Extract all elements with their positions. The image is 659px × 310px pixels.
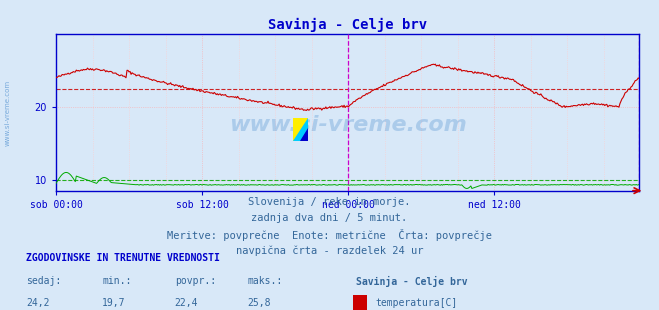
Text: www.si-vreme.com: www.si-vreme.com — [229, 115, 467, 135]
Text: Meritve: povprečne  Enote: metrične  Črta: povprečje: Meritve: povprečne Enote: metrične Črta:… — [167, 229, 492, 241]
Text: Savinja - Celje brv: Savinja - Celje brv — [356, 276, 467, 287]
Polygon shape — [300, 128, 308, 141]
Text: Slovenija / reke in morje.: Slovenija / reke in morje. — [248, 197, 411, 207]
Polygon shape — [293, 118, 308, 141]
Text: min.:: min.: — [102, 276, 132, 286]
Text: 22,4: 22,4 — [175, 298, 198, 308]
Text: navpična črta - razdelek 24 ur: navpična črta - razdelek 24 ur — [236, 245, 423, 256]
Text: ZGODOVINSKE IN TRENUTNE VREDNOSTI: ZGODOVINSKE IN TRENUTNE VREDNOSTI — [26, 253, 220, 263]
Text: 24,2: 24,2 — [26, 298, 50, 308]
Text: temperatura[C]: temperatura[C] — [376, 298, 458, 308]
Text: 25,8: 25,8 — [247, 298, 271, 308]
Text: zadnja dva dni / 5 minut.: zadnja dva dni / 5 minut. — [251, 213, 408, 223]
Title: Savinja - Celje brv: Savinja - Celje brv — [268, 17, 427, 32]
Text: www.si-vreme.com: www.si-vreme.com — [5, 80, 11, 146]
Text: 19,7: 19,7 — [102, 298, 126, 308]
Text: sedaj:: sedaj: — [26, 276, 61, 286]
Polygon shape — [293, 118, 308, 141]
Text: maks.:: maks.: — [247, 276, 282, 286]
Text: povpr.:: povpr.: — [175, 276, 215, 286]
